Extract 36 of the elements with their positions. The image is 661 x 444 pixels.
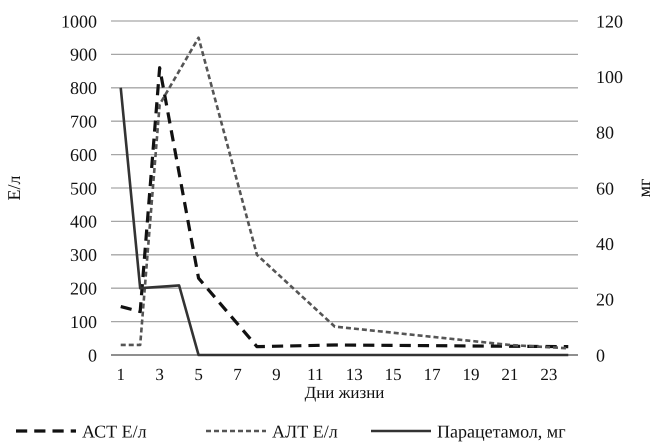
legend-label: Парацетамол, мг [437, 421, 566, 442]
x-tick-label: 13 [346, 364, 363, 384]
x-tick-label: 15 [384, 364, 402, 384]
y-axis-title: Е/л [4, 175, 24, 200]
y2-tick-label: 60 [596, 178, 614, 198]
legend-label: АЛТ Е/л [272, 421, 338, 442]
x-axis-title: Дни жизни [304, 383, 384, 402]
y-tick-label: 800 [70, 78, 97, 98]
x-tick-label: 7 [233, 364, 242, 384]
x-tick-label: 3 [155, 364, 164, 384]
x-tick-label: 21 [501, 364, 518, 384]
y-tick-label: 300 [70, 245, 97, 266]
y2-tick-label: 80 [596, 122, 614, 143]
y-tick-label: 600 [70, 144, 97, 165]
legend-label: АСТ Е/л [82, 421, 147, 442]
y-tick-label: 700 [70, 112, 97, 132]
x-tick-label: 19 [462, 364, 480, 384]
y2-tick-label: 0 [596, 345, 605, 366]
x-tick-label: 5 [194, 364, 203, 384]
y-tick-label: 400 [70, 212, 97, 232]
x-tick-label: 9 [272, 364, 281, 384]
y2-tick-label: 120 [596, 11, 623, 32]
y-tick-label: 900 [70, 44, 97, 65]
y2-tick-label: 100 [596, 66, 623, 87]
x-tick-label: 1 [116, 364, 125, 384]
y-tick-label: 1000 [61, 11, 97, 32]
x-tick-label: 11 [307, 364, 324, 384]
y2-tick-label: 20 [596, 290, 614, 310]
y-tick-label: 0 [88, 345, 97, 366]
y2-tick-label: 40 [596, 234, 614, 254]
y-tick-label: 500 [70, 178, 97, 198]
y-tick-label: 100 [70, 312, 97, 332]
x-tick-label: 23 [540, 364, 558, 384]
y2-axis-title: мг [634, 178, 654, 198]
y-tick-label: 200 [70, 278, 97, 298]
x-tick-label: 17 [424, 364, 442, 384]
